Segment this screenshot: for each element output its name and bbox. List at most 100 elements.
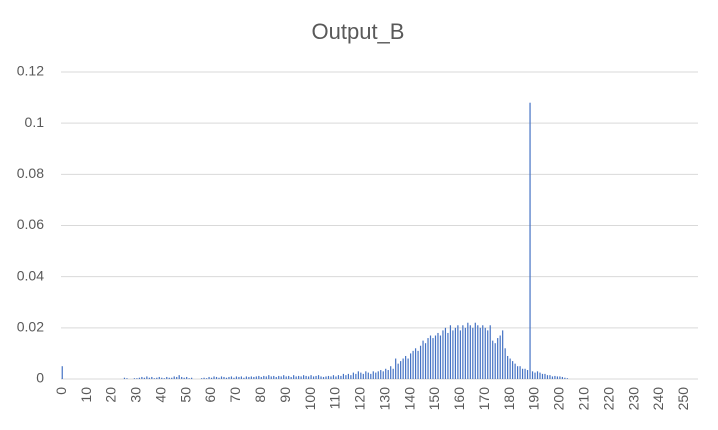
bar bbox=[424, 343, 427, 379]
bar bbox=[205, 378, 208, 379]
bar bbox=[317, 375, 320, 379]
bar bbox=[524, 368, 526, 379]
bar bbox=[151, 376, 153, 379]
x-tick-label: 60 bbox=[202, 387, 218, 403]
bar bbox=[390, 366, 392, 379]
bar bbox=[307, 376, 310, 379]
bar bbox=[487, 330, 489, 379]
bar bbox=[285, 376, 287, 379]
bar bbox=[173, 376, 175, 379]
bar bbox=[375, 372, 377, 379]
bar bbox=[467, 322, 469, 379]
bar bbox=[337, 375, 340, 379]
x-tick-label: 220 bbox=[600, 387, 616, 411]
bar bbox=[235, 376, 238, 379]
bar bbox=[402, 358, 404, 379]
bar bbox=[499, 335, 501, 379]
bar bbox=[315, 375, 317, 379]
bar bbox=[407, 358, 409, 379]
bar bbox=[521, 368, 524, 379]
bar bbox=[429, 335, 432, 379]
bar bbox=[502, 330, 504, 379]
chart-title: Output_B bbox=[312, 19, 405, 44]
x-tick-label: 180 bbox=[501, 387, 517, 411]
bar bbox=[492, 340, 494, 379]
bar bbox=[462, 325, 464, 379]
bar bbox=[397, 363, 399, 379]
x-tick-label: 140 bbox=[401, 387, 417, 411]
bar bbox=[414, 348, 417, 379]
bar bbox=[168, 377, 170, 379]
bar bbox=[516, 366, 519, 379]
bar bbox=[335, 376, 337, 379]
bar bbox=[181, 376, 183, 379]
bar bbox=[559, 376, 561, 379]
bar bbox=[405, 355, 407, 379]
bar bbox=[163, 378, 165, 379]
bar bbox=[258, 375, 260, 379]
bar bbox=[233, 377, 235, 379]
bar bbox=[489, 325, 491, 379]
bar bbox=[183, 377, 185, 379]
bar bbox=[482, 325, 484, 379]
bar bbox=[400, 361, 402, 379]
bar bbox=[549, 375, 551, 379]
bar bbox=[176, 376, 178, 379]
bar bbox=[290, 376, 292, 379]
bar bbox=[61, 366, 63, 379]
bar bbox=[437, 332, 439, 379]
y-tick-label: 0.08 bbox=[17, 165, 44, 181]
bar bbox=[240, 376, 243, 379]
bar bbox=[158, 376, 160, 379]
bar bbox=[347, 373, 349, 379]
x-tick-label: 150 bbox=[426, 387, 442, 411]
bar bbox=[263, 375, 265, 379]
bar bbox=[387, 370, 389, 379]
bar bbox=[442, 330, 444, 379]
bar bbox=[449, 325, 452, 379]
bar bbox=[283, 375, 285, 379]
bar bbox=[148, 377, 150, 379]
bar bbox=[178, 375, 180, 379]
bar bbox=[355, 373, 357, 379]
bar bbox=[200, 378, 203, 379]
y-tick-label: 0 bbox=[36, 370, 44, 386]
bar bbox=[208, 376, 210, 379]
bar bbox=[171, 377, 173, 379]
bar bbox=[370, 373, 372, 379]
bar bbox=[529, 102, 531, 379]
x-tick-label: 170 bbox=[476, 387, 492, 411]
bar bbox=[245, 376, 247, 379]
bar bbox=[243, 377, 245, 379]
bar bbox=[444, 327, 447, 379]
bar bbox=[298, 375, 300, 379]
x-tick-label: 80 bbox=[252, 387, 268, 403]
bar bbox=[300, 376, 302, 379]
bar bbox=[138, 377, 140, 379]
bar bbox=[203, 377, 205, 379]
bar bbox=[213, 376, 215, 379]
bar bbox=[519, 366, 521, 379]
bar bbox=[350, 375, 352, 379]
bar bbox=[238, 376, 240, 379]
bar bbox=[439, 335, 442, 379]
bar bbox=[275, 376, 277, 379]
bar bbox=[417, 350, 419, 379]
bar bbox=[320, 376, 322, 379]
bar bbox=[230, 376, 233, 379]
x-tick-label: 0 bbox=[53, 387, 69, 395]
y-tick-label: 0.04 bbox=[17, 267, 44, 283]
bar bbox=[412, 350, 414, 379]
bar bbox=[188, 378, 190, 379]
bar bbox=[427, 338, 429, 379]
bar bbox=[352, 372, 354, 379]
bar bbox=[273, 375, 275, 379]
bar bbox=[362, 373, 364, 379]
x-tick-label: 120 bbox=[352, 387, 368, 411]
bar bbox=[220, 376, 223, 379]
bar bbox=[464, 327, 466, 379]
x-tick-label: 40 bbox=[152, 387, 168, 403]
x-tick-label: 190 bbox=[526, 387, 542, 411]
bar bbox=[280, 376, 282, 379]
